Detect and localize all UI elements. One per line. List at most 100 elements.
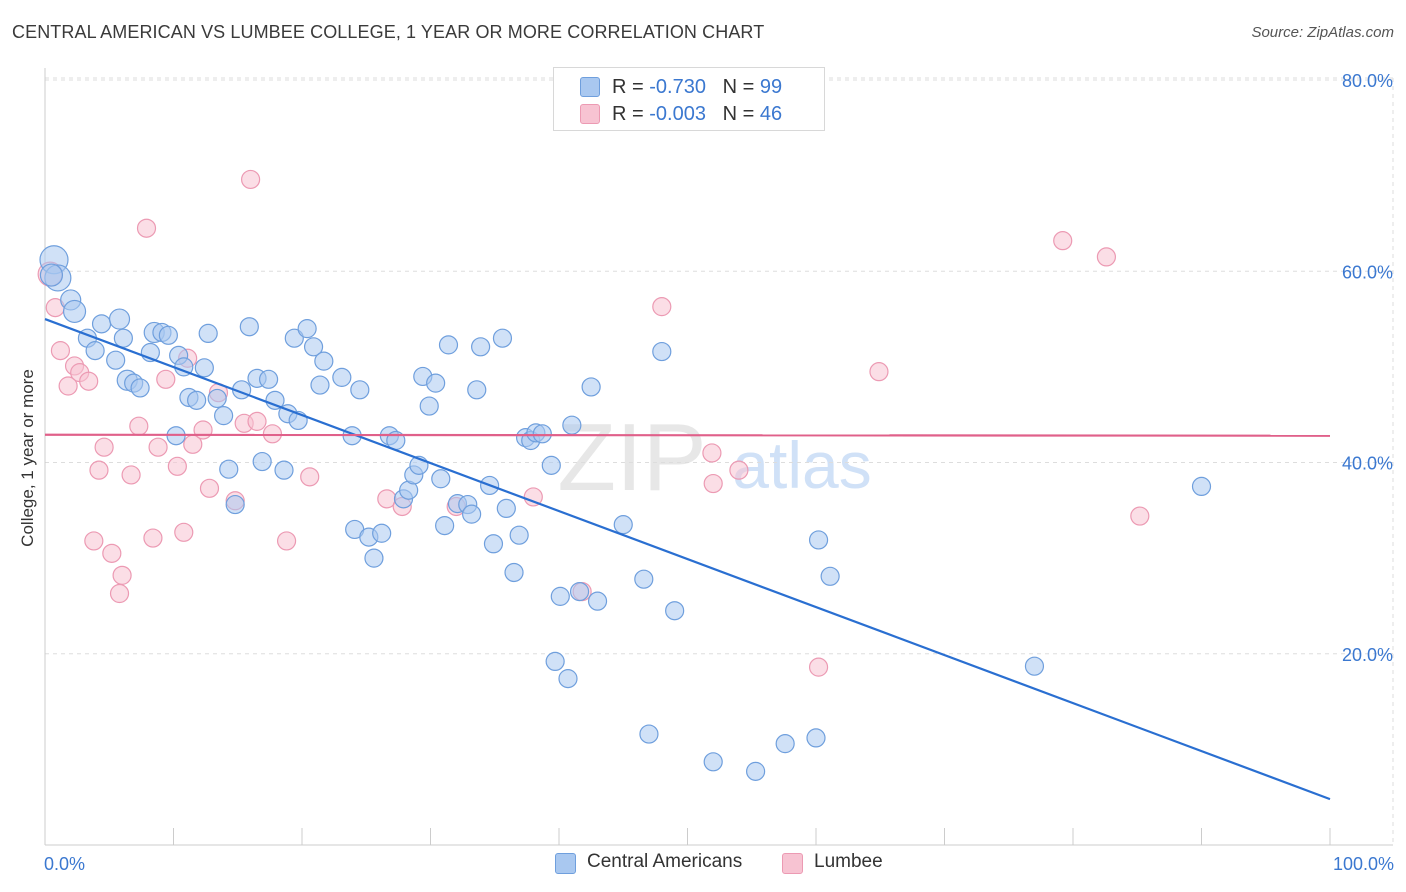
central-american-point[interactable]: [471, 337, 491, 357]
lumbee-point[interactable]: [121, 465, 141, 485]
central-american-point[interactable]: [274, 460, 294, 480]
central-american-point[interactable]: [39, 263, 64, 287]
central-american-point[interactable]: [703, 752, 723, 772]
central-american-point[interactable]: [1024, 656, 1045, 676]
lumbee-point[interactable]: [523, 487, 543, 507]
central-american-point[interactable]: [431, 469, 451, 489]
central-american-point[interactable]: [207, 388, 227, 409]
central-american-point[interactable]: [613, 515, 633, 535]
lumbee-point[interactable]: [703, 473, 723, 494]
central-american-point[interactable]: [438, 335, 459, 355]
central-american-point[interactable]: [265, 390, 285, 410]
central-american-point[interactable]: [419, 396, 439, 416]
central-american-point[interactable]: [372, 523, 392, 543]
lumbee-point[interactable]: [156, 369, 176, 389]
lumbee-point[interactable]: [174, 522, 194, 542]
central-american-point[interactable]: [187, 390, 207, 410]
central-american-point[interactable]: [492, 328, 513, 348]
lumbee-point[interactable]: [300, 467, 320, 487]
central-american-point[interactable]: [581, 377, 601, 397]
lumbee-point[interactable]: [1096, 247, 1117, 267]
r-value: -0.003: [649, 103, 706, 125]
central-american-point[interactable]: [634, 569, 654, 589]
central-american-point[interactable]: [569, 581, 590, 602]
central-american-point[interactable]: [106, 350, 126, 370]
central-american-point[interactable]: [239, 317, 259, 337]
central-american-point[interactable]: [820, 566, 840, 586]
lumbee-point[interactable]: [199, 478, 220, 498]
central-american-point[interactable]: [158, 325, 178, 345]
central-american-point[interactable]: [509, 525, 529, 545]
lumbee-point[interactable]: [276, 531, 297, 551]
central-american-point[interactable]: [587, 591, 608, 611]
central-american-point[interactable]: [214, 406, 234, 426]
central-american-point[interactable]: [496, 498, 516, 518]
central-american-point[interactable]: [467, 380, 487, 400]
central-american-point[interactable]: [562, 415, 582, 435]
central-american-point[interactable]: [310, 375, 330, 395]
central-american-point[interactable]: [541, 455, 561, 475]
central-american-point[interactable]: [808, 530, 829, 550]
central-american-point[interactable]: [364, 548, 384, 568]
central-american-point[interactable]: [639, 724, 659, 744]
central-american-point[interactable]: [806, 728, 826, 748]
lumbee-point[interactable]: [129, 416, 149, 436]
lumbee-point[interactable]: [112, 565, 132, 585]
lumbee-point[interactable]: [652, 297, 672, 317]
lumbee-point[interactable]: [262, 424, 283, 444]
central-american-point[interactable]: [350, 380, 370, 400]
lumbee-point[interactable]: [241, 169, 261, 190]
lumbee-point[interactable]: [50, 341, 71, 361]
central-american-point[interactable]: [108, 308, 131, 330]
central-american-point[interactable]: [1191, 476, 1212, 497]
central-american-point[interactable]: [426, 373, 446, 393]
central-american-point[interactable]: [194, 358, 214, 378]
central-american-point[interactable]: [435, 516, 455, 536]
lumbee-point[interactable]: [94, 437, 114, 457]
central-american-point[interactable]: [665, 601, 685, 621]
central-american-point[interactable]: [746, 761, 766, 781]
central-american-point[interactable]: [113, 328, 133, 348]
lumbee-point[interactable]: [109, 583, 130, 604]
central-american-point[interactable]: [483, 534, 504, 554]
lumbee-point[interactable]: [143, 528, 163, 548]
central-american-point[interactable]: [85, 341, 105, 361]
central-american-point[interactable]: [545, 651, 565, 672]
central-american-point[interactable]: [284, 328, 304, 348]
central-american-point[interactable]: [225, 494, 245, 515]
lumbee-point[interactable]: [148, 437, 168, 457]
central-american-point[interactable]: [332, 367, 352, 387]
central-american-point[interactable]: [219, 459, 239, 479]
central-american-point[interactable]: [258, 369, 279, 389]
lumbee-point[interactable]: [869, 362, 889, 382]
lumbee-point[interactable]: [58, 376, 78, 396]
central-american-point[interactable]: [775, 734, 795, 754]
lumbee-point[interactable]: [808, 657, 829, 677]
central-american-point[interactable]: [62, 299, 87, 324]
central-american-point[interactable]: [303, 337, 324, 357]
lumbee-point[interactable]: [247, 411, 267, 431]
central-american-point[interactable]: [297, 319, 317, 339]
lumbee-point[interactable]: [1130, 506, 1150, 526]
lumbee-point[interactable]: [167, 456, 187, 476]
central-american-point[interactable]: [462, 504, 482, 524]
lumbee-point[interactable]: [729, 460, 749, 480]
lumbee-point[interactable]: [136, 218, 157, 238]
central-american-point[interactable]: [91, 314, 112, 334]
lumbee-point[interactable]: [702, 443, 722, 463]
central-american-point[interactable]: [504, 562, 524, 583]
central-american-point[interactable]: [550, 586, 570, 606]
central-american-point[interactable]: [652, 341, 672, 362]
central-american-point[interactable]: [314, 351, 334, 371]
central-american-point[interactable]: [558, 669, 578, 689]
lumbee-point[interactable]: [89, 460, 109, 480]
central-american-point[interactable]: [130, 378, 150, 398]
central-american-point[interactable]: [532, 424, 552, 444]
central-american-point[interactable]: [198, 323, 218, 344]
lumbee-point[interactable]: [102, 543, 122, 563]
lumbee-point[interactable]: [84, 531, 104, 551]
lumbee-point[interactable]: [1053, 231, 1073, 251]
lumbee-point[interactable]: [193, 420, 213, 440]
lumbee-point[interactable]: [79, 371, 99, 391]
central-american-point[interactable]: [252, 451, 272, 472]
